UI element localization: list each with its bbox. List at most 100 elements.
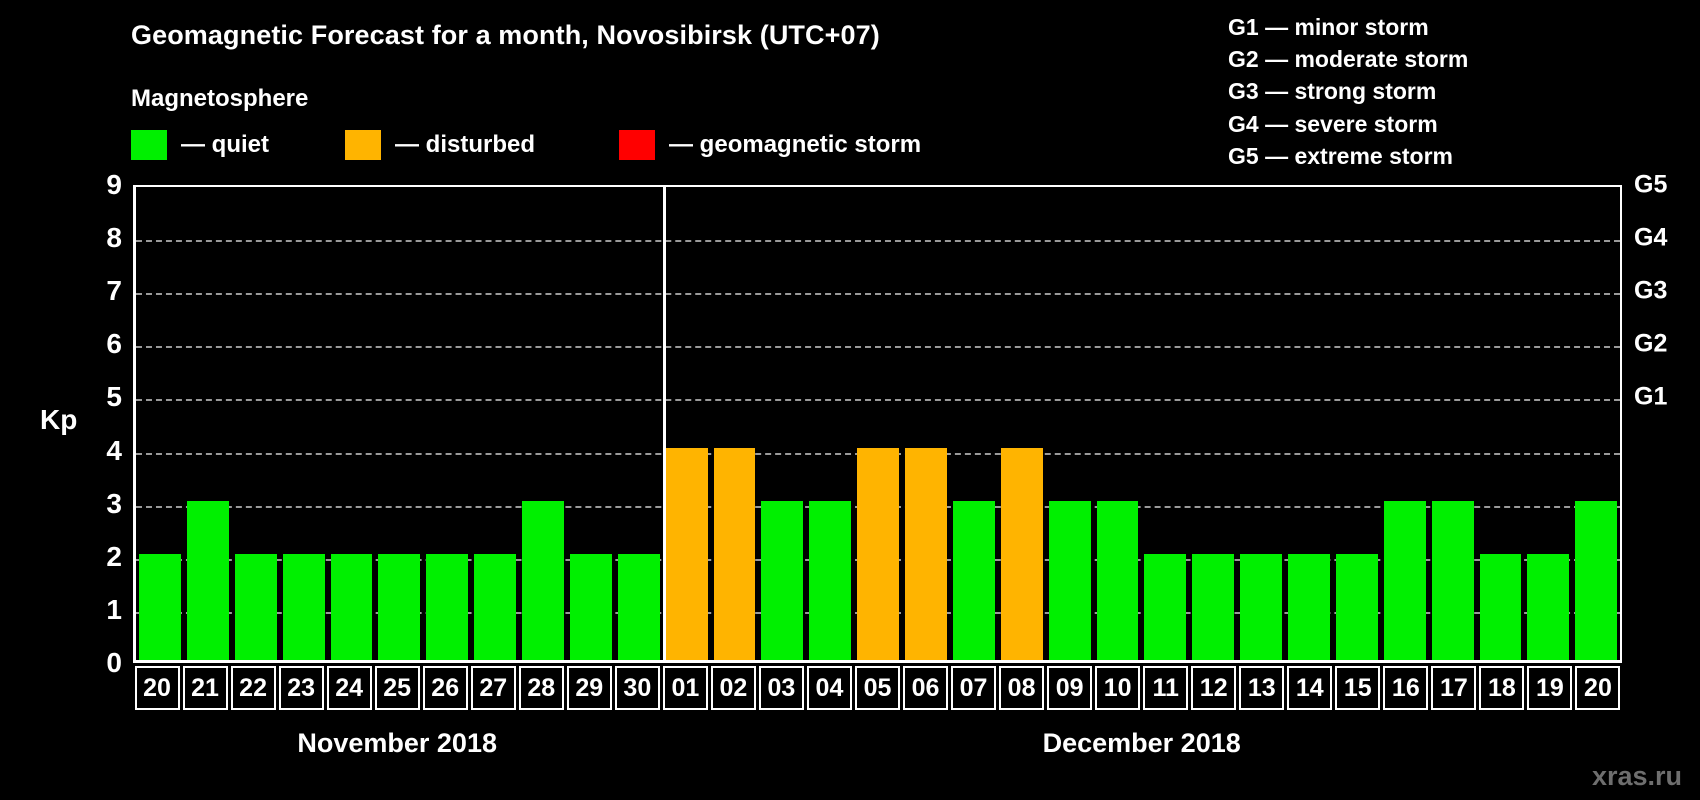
y-tick-7: 7 bbox=[106, 275, 122, 307]
bar-26-quiet bbox=[426, 553, 469, 660]
bar-slot bbox=[136, 187, 184, 660]
day-label-29: 29 bbox=[566, 666, 612, 710]
g-axis-tick-G4: G4 bbox=[1634, 223, 1668, 252]
bar-25-quiet bbox=[378, 553, 421, 660]
y-tick-6: 6 bbox=[106, 328, 122, 360]
bar-14-quiet bbox=[1288, 553, 1330, 660]
bar-12-quiet bbox=[1192, 553, 1235, 660]
day-label-04: 04 bbox=[806, 666, 852, 710]
bar-slot bbox=[232, 187, 280, 660]
bar-04-quiet bbox=[809, 500, 852, 660]
day-label-13: 13 bbox=[1239, 666, 1285, 710]
bar-slot bbox=[567, 187, 615, 660]
legend-item-storm: — geomagnetic storm bbox=[619, 130, 921, 160]
day-label-26: 26 bbox=[422, 666, 468, 710]
gridline-5 bbox=[136, 399, 1620, 402]
day-label-20: 20 bbox=[134, 666, 180, 710]
y-tick-0: 0 bbox=[106, 647, 122, 678]
day-label-18: 18 bbox=[1479, 666, 1525, 710]
bar-27-quiet bbox=[474, 553, 516, 660]
bar-10-quiet bbox=[1096, 500, 1139, 660]
y-tick-4: 4 bbox=[106, 434, 122, 466]
bar-13-quiet bbox=[1240, 553, 1282, 660]
bar-21-quiet bbox=[186, 500, 229, 660]
chart-plot-area bbox=[133, 185, 1622, 663]
bar-slot bbox=[615, 187, 663, 660]
day-label-10: 10 bbox=[1095, 666, 1141, 710]
bar-15-quiet bbox=[1335, 553, 1378, 660]
g-scale-line-2: G2 — moderate storm bbox=[1228, 46, 1469, 73]
legend-label-quiet: — quiet bbox=[181, 131, 269, 158]
bar-slot bbox=[1524, 187, 1572, 660]
bar-series bbox=[136, 187, 1620, 660]
bar-03-quiet bbox=[761, 500, 804, 660]
bar-05-disturbed bbox=[857, 447, 899, 660]
bar-slot bbox=[1333, 187, 1381, 660]
bar-slot bbox=[950, 187, 998, 660]
bar-slot bbox=[758, 187, 806, 660]
day-label-19: 19 bbox=[1527, 666, 1573, 710]
bar-slot bbox=[711, 187, 759, 660]
day-label-23: 23 bbox=[278, 666, 324, 710]
legend-swatch-disturbed bbox=[345, 130, 381, 160]
g-scale-line-1: G1 — minor storm bbox=[1228, 14, 1429, 40]
g-axis-tick-G2: G2 bbox=[1634, 329, 1668, 358]
day-label-16: 16 bbox=[1383, 666, 1429, 710]
bar-19-quiet bbox=[1527, 553, 1570, 660]
day-label-27: 27 bbox=[470, 666, 516, 710]
month-axis: November 2018 December 2018 bbox=[133, 728, 1622, 766]
bar-slot bbox=[998, 187, 1046, 660]
day-label-24: 24 bbox=[326, 666, 372, 710]
bar-slot bbox=[471, 187, 519, 660]
bar-29-quiet bbox=[569, 553, 612, 660]
bar-08-disturbed bbox=[1000, 447, 1043, 660]
g-axis-tick-G1: G1 bbox=[1634, 382, 1668, 411]
y-tick-3: 3 bbox=[106, 487, 122, 519]
bar-slot bbox=[663, 187, 711, 660]
month-label-0: November 2018 bbox=[297, 728, 497, 758]
bar-slot bbox=[806, 187, 854, 660]
day-label-01: 01 bbox=[662, 666, 708, 710]
bar-06-disturbed bbox=[905, 447, 947, 660]
legend-swatch-quiet bbox=[131, 130, 167, 160]
bar-slot bbox=[1141, 187, 1189, 660]
g-scale-line-3: G3 — strong storm bbox=[1228, 78, 1437, 105]
day-label-03: 03 bbox=[758, 666, 804, 710]
y-tick-1: 1 bbox=[106, 593, 122, 625]
bar-slot bbox=[1381, 187, 1429, 660]
bar-slot bbox=[423, 187, 471, 660]
bar-slot bbox=[1189, 187, 1237, 660]
day-label-30: 30 bbox=[614, 666, 660, 710]
bar-11-quiet bbox=[1144, 553, 1187, 660]
bar-slot bbox=[1237, 187, 1285, 660]
bar-slot bbox=[328, 187, 376, 660]
bar-20-quiet bbox=[1575, 500, 1618, 660]
day-label-08: 08 bbox=[999, 666, 1045, 710]
bar-30-quiet bbox=[617, 553, 660, 660]
bar-20-quiet bbox=[139, 553, 181, 660]
magnetosphere-label: Magnetosphere bbox=[131, 85, 309, 112]
day-label-06: 06 bbox=[903, 666, 949, 710]
day-label-25: 25 bbox=[374, 666, 420, 710]
bar-slot bbox=[1429, 187, 1477, 660]
month-divider bbox=[662, 187, 666, 660]
page-title: Geomagnetic Forecast for a month, Novosi… bbox=[131, 20, 880, 50]
bar-16-quiet bbox=[1383, 500, 1426, 660]
bar-24-quiet bbox=[330, 553, 373, 660]
g-axis-tick-G3: G3 bbox=[1634, 276, 1668, 305]
y-tick-2: 2 bbox=[106, 540, 122, 572]
day-label-20: 20 bbox=[1575, 666, 1621, 710]
day-label-07: 07 bbox=[951, 666, 997, 710]
day-label-05: 05 bbox=[854, 666, 900, 710]
day-axis: 20 21 22 23 24 25 26 27 28 29 30 01 02 03 04 05 06 07 08 09… bbox=[133, 666, 1622, 710]
bar-02-disturbed bbox=[713, 447, 756, 660]
bar-slot bbox=[184, 187, 232, 660]
month-label-1: December 2018 bbox=[1042, 728, 1241, 758]
day-label-28: 28 bbox=[518, 666, 564, 710]
y-axis-title: Kp bbox=[40, 404, 78, 435]
bar-slot bbox=[375, 187, 423, 660]
bar-01-disturbed bbox=[665, 447, 708, 660]
gridline-6 bbox=[136, 346, 1620, 349]
bar-22-quiet bbox=[234, 553, 277, 660]
gridline-8 bbox=[136, 240, 1620, 243]
